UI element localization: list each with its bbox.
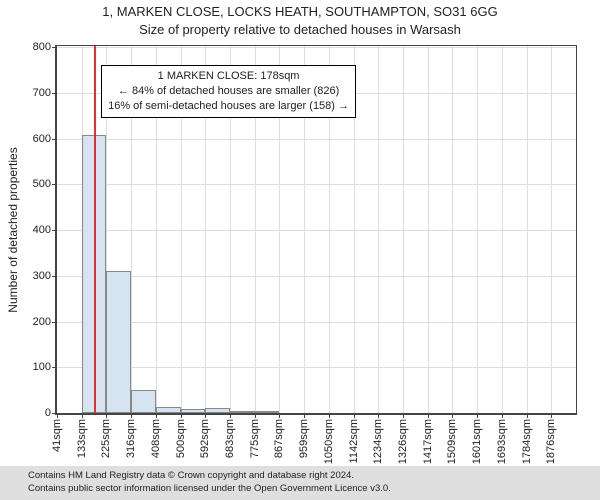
ytick-mark (52, 322, 57, 323)
gridline-v (502, 46, 503, 413)
gridline-h (57, 322, 576, 323)
gridline-v (551, 46, 552, 413)
xtick-mark (156, 413, 157, 418)
xtick-label: 683sqm (224, 419, 236, 458)
ytick-label: 800 (21, 41, 51, 53)
xtick-label: 408sqm (150, 419, 162, 458)
xtick-label: 959sqm (298, 419, 310, 458)
annotation-line: 1 MARKEN CLOSE: 178sqm (108, 69, 349, 84)
ytick-mark (52, 139, 57, 140)
xtick-mark (551, 413, 552, 418)
gridline-h (57, 276, 576, 277)
xtick-mark (329, 413, 330, 418)
ytick-label: 600 (21, 133, 51, 145)
ytick-label: 700 (21, 87, 51, 99)
gridline-h (57, 184, 576, 185)
ytick-label: 200 (21, 316, 51, 328)
histogram-bar (230, 411, 255, 413)
histogram-bar (181, 409, 206, 413)
xtick-label: 1784sqm (521, 419, 533, 464)
ytick-label: 300 (21, 270, 51, 282)
page-title-line2: Size of property relative to detached ho… (0, 20, 600, 38)
plot-area: 010020030040050060070080041sqm133sqm225s… (55, 45, 577, 415)
xtick-mark (205, 413, 206, 418)
xtick-mark (255, 413, 256, 418)
highlight-marker (94, 46, 96, 413)
annotation-line: 16% of semi-detached houses are larger (… (108, 99, 349, 114)
xtick-mark (354, 413, 355, 418)
histogram-bar (156, 407, 181, 413)
xtick-label: 1326sqm (397, 419, 409, 464)
gridline-h (57, 230, 576, 231)
gridline-v (452, 46, 453, 413)
xtick-mark (230, 413, 231, 418)
xtick-label: 1693sqm (496, 419, 508, 464)
ytick-mark (52, 230, 57, 231)
xtick-mark (378, 413, 379, 418)
ytick-mark (52, 184, 57, 185)
attribution-line: Contains HM Land Registry data © Crown c… (28, 470, 594, 482)
attribution-footer: Contains HM Land Registry data © Crown c… (0, 466, 600, 500)
xtick-label: 867sqm (273, 419, 285, 458)
xtick-mark (403, 413, 404, 418)
ytick-mark (52, 47, 57, 48)
xtick-label: 592sqm (199, 419, 211, 458)
xtick-mark (57, 413, 58, 418)
xtick-label: 133sqm (76, 419, 88, 458)
xtick-label: 316sqm (125, 419, 137, 458)
xtick-label: 1601sqm (471, 419, 483, 464)
ytick-label: 0 (21, 407, 51, 419)
xtick-mark (477, 413, 478, 418)
histogram-bar (255, 411, 280, 413)
xtick-label: 225sqm (100, 419, 112, 458)
gridline-v (477, 46, 478, 413)
xtick-label: 500sqm (175, 419, 187, 458)
annotation-box: 1 MARKEN CLOSE: 178sqm← 84% of detached … (101, 65, 356, 118)
xtick-mark (181, 413, 182, 418)
xtick-label: 1142sqm (348, 419, 360, 463)
ytick-label: 100 (21, 361, 51, 373)
xtick-mark (131, 413, 132, 418)
histogram-bar (131, 390, 156, 413)
ytick-label: 500 (21, 178, 51, 190)
xtick-label: 1234sqm (372, 419, 384, 464)
attribution-line: Contains public sector information licen… (28, 483, 594, 495)
gridline-v (527, 46, 528, 413)
histogram-bar (205, 408, 230, 413)
xtick-mark (502, 413, 503, 418)
histogram-chart: 010020030040050060070080041sqm133sqm225s… (55, 45, 577, 415)
ytick-label: 400 (21, 224, 51, 236)
xtick-label: 1876sqm (545, 419, 557, 464)
xtick-mark (106, 413, 107, 418)
xtick-mark (279, 413, 280, 418)
gridline-v (403, 46, 404, 413)
histogram-bar (106, 271, 131, 413)
xtick-label: 1509sqm (446, 419, 458, 464)
xtick-label: 1050sqm (323, 419, 335, 464)
xtick-mark (304, 413, 305, 418)
xtick-label: 1417sqm (422, 419, 434, 464)
ytick-mark (52, 367, 57, 368)
gridline-v (428, 46, 429, 413)
page-title-line1: 1, MARKEN CLOSE, LOCKS HEATH, SOUTHAMPTO… (0, 0, 600, 20)
gridline-h (57, 139, 576, 140)
gridline-h (57, 47, 576, 48)
xtick-mark (452, 413, 453, 418)
annotation-line: ← 84% of detached houses are smaller (82… (108, 84, 349, 99)
gridline-h (57, 367, 576, 368)
xtick-label: 775sqm (249, 419, 261, 458)
xtick-mark (428, 413, 429, 418)
xtick-mark (82, 413, 83, 418)
xtick-mark (527, 413, 528, 418)
ytick-mark (52, 276, 57, 277)
gridline-v (378, 46, 379, 413)
xtick-label: 41sqm (51, 419, 63, 452)
ytick-mark (52, 93, 57, 94)
